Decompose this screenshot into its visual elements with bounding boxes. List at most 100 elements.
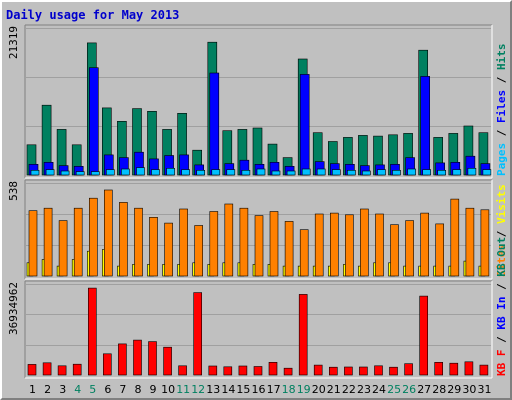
x-tick-label: 29 [447,383,461,396]
panel-background [25,281,492,378]
bar-files [299,74,310,176]
bar-kb-f [223,366,233,376]
x-tick-label: 2 [44,383,51,396]
legend-entry: / [495,123,508,143]
bar-sites [480,209,490,277]
y-max-label: 21319 [7,26,20,59]
bar-pages [392,170,401,176]
bar-kb-f [163,346,172,376]
bar-sites [435,223,445,277]
bar-sites [89,197,98,277]
panel-3: 36934962 KB F / KB In / KB Out [7,237,508,379]
legend-entry: Hits [495,44,508,71]
bar-pages [121,168,130,176]
bar-sites [179,208,188,277]
bar-pages [331,169,341,176]
x-tick-label: 18 [282,383,296,396]
bar-sites [164,222,173,277]
x-tick-label: 27 [417,383,431,396]
x-tick-label: 3 [59,383,66,396]
x-tick-label: 16 [252,383,266,396]
legend-entry: Files [495,90,508,123]
bar-sites [420,212,430,277]
bar-kb-f [374,365,383,376]
legend-entry: / [495,277,508,297]
legend-entry: KB Out [495,237,508,277]
x-tick-label: 12 [191,383,205,396]
bar-pages [196,170,205,176]
x-tick-label: 17 [267,383,281,396]
bar-sites [194,225,203,277]
bar-kb-f [238,365,248,376]
bar-sites [119,202,128,277]
bar-kb-f [479,364,489,376]
legend-entry: / [495,224,508,244]
bar-kb-f [434,361,444,376]
legend-entry: KB In [495,297,508,330]
bar-pages [301,168,311,176]
bar-sites [299,229,309,277]
bar-kb-f [449,362,459,376]
panel-1: 21319 Pages / Files / Hits [7,24,508,179]
bar-kb-f [328,366,338,376]
bar-sites [360,208,369,277]
bar-kb-f [419,295,429,376]
bar-pages [60,170,70,176]
bar-kb-f [313,364,323,376]
panel-2: 538 Sites / Visits [7,179,508,280]
bar-kb-f [57,365,67,376]
bar-kb-f [193,292,202,376]
legend: Pages / Files / Hits [495,44,508,177]
bar-kb-f [344,366,353,376]
bar-pages [45,169,55,176]
bar-pages [181,169,190,176]
bar-sites [104,189,113,277]
bar-kb-f [268,361,278,376]
bar-sites [269,211,279,277]
bar-kb-f [404,363,413,376]
bar-sites [465,207,475,277]
bar-kb-f [283,367,293,376]
bar-kb-f [253,366,263,376]
bar-pages [241,170,251,176]
bar-sites [345,214,354,277]
x-tick-label: 20 [312,383,326,396]
bar-pages [271,170,281,176]
bar-pages [286,170,296,176]
x-tick-label: 9 [150,383,157,396]
bar-sites [239,207,249,277]
bar-sites [28,210,38,277]
x-tick-label: 25 [387,383,401,396]
bar-kb-f [103,353,112,376]
bar-pages [437,170,447,176]
bar-pages [226,169,236,176]
bar-pages [136,167,145,176]
bar-pages [211,169,221,176]
bar-kb-f [118,343,127,376]
legend: KB F / KB In / KB Out [495,237,508,376]
bar-pages [482,169,492,176]
bar-kb-f [42,362,52,376]
bar-sites [134,207,143,277]
bar-sites [149,217,158,277]
x-tick-label: 15 [236,383,250,396]
x-tick-label: 10 [161,383,175,396]
x-tick-label: 21 [327,383,341,396]
x-tick-label: 22 [342,383,356,396]
legend: Sites / Visits [495,184,508,277]
x-tick-label: 31 [478,383,492,396]
x-tick-label: 28 [432,383,446,396]
x-tick-label: 6 [104,383,111,396]
x-tick-label: 8 [135,383,142,396]
bar-pages [452,169,462,176]
bar-kb-f [27,364,37,376]
bar-sites [375,213,384,277]
bar-sites [329,212,339,277]
bar-files [209,72,220,176]
bar-pages [362,170,371,176]
bar-sites [405,220,414,277]
y-max-label: 538 [7,181,20,201]
x-tick-label: 7 [119,383,126,396]
x-tick-label: 4 [74,383,81,396]
bar-pages [377,169,386,176]
